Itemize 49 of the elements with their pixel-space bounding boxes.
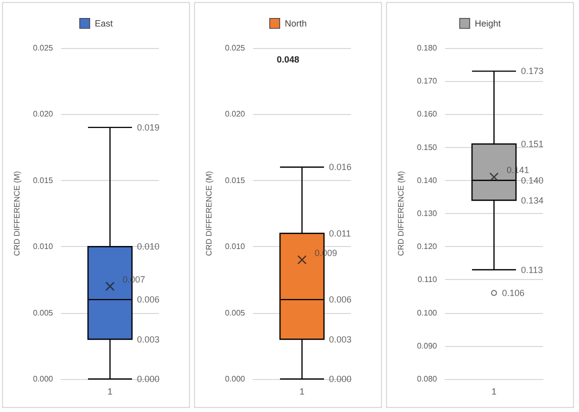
y-tick-label: 0.170 <box>416 76 438 86</box>
y-axis-title: CRD DIFFERENCE (M) <box>204 170 214 256</box>
y-tick-label: 0.140 <box>416 176 438 185</box>
y-tick-label: 0.005 <box>32 308 54 318</box>
y-tick-label: 0.090 <box>416 341 438 350</box>
annotation: 0.016 <box>329 162 352 172</box>
legend-label: North <box>284 18 307 28</box>
annotation: 0.000 <box>329 374 352 384</box>
annotation: 0.019 <box>137 122 160 132</box>
y-tick-label: 0.130 <box>416 209 438 218</box>
y-tick-label: 0.025 <box>224 44 246 52</box>
y-tick-label: 0.180 <box>416 44 438 52</box>
y-tick-label: 0.000 <box>32 374 54 384</box>
annotation: 0.140 <box>521 175 544 186</box>
y-tick-label: 0.010 <box>224 242 246 252</box>
y-tick-label: 0.010 <box>32 242 54 252</box>
y-tick-label: 0.025 <box>32 44 54 52</box>
annotation: 0.003 <box>329 334 352 344</box>
x-tick-label: 1 <box>299 386 305 396</box>
annotation: 0.006 <box>137 294 160 305</box>
y-tick-label: 0.160 <box>416 110 438 119</box>
y-tick-label: 0.110 <box>418 275 438 284</box>
annotation: 0.010 <box>137 242 160 252</box>
y-tick-label: 0.020 <box>224 110 246 119</box>
y-tick-label: 0.000 <box>224 374 246 384</box>
annotation: 0.000 <box>137 374 160 384</box>
legend-label: East <box>94 18 114 28</box>
y-tick-label: 0.080 <box>416 374 438 384</box>
annotation: 0.151 <box>521 138 544 149</box>
y-tick-label: 0.015 <box>32 176 54 185</box>
annotation: 0.003 <box>137 334 160 344</box>
x-tick-label: 1 <box>107 386 113 396</box>
annotation: 0.006 <box>329 294 352 305</box>
annotation: 0.173 <box>521 66 544 76</box>
annotation: 0.113 <box>521 264 543 275</box>
legend-label: Height <box>474 18 502 28</box>
y-tick-label: 0.100 <box>416 308 438 318</box>
y-tick-label: 0.150 <box>416 142 438 152</box>
y-tick-label: 0.120 <box>416 242 438 252</box>
y-axis-title: CRD DIFFERENCE (M) <box>12 170 22 256</box>
y-tick-label: 0.020 <box>32 110 54 119</box>
annotation: 0.134 <box>521 195 544 206</box>
y-tick-label: 0.015 <box>224 176 246 185</box>
x-tick-label: 1 <box>491 386 497 396</box>
y-tick-label: 0.005 <box>224 308 246 318</box>
annotation: 0.048 <box>276 54 300 64</box>
y-axis-title: CRD DIFFERENCE (M) <box>396 170 406 256</box>
data-label: 0.106 <box>502 288 525 298</box>
annotation: 0.011 <box>329 228 351 238</box>
